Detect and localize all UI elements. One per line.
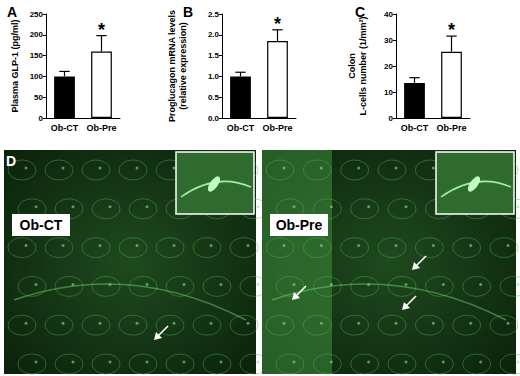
svg-text:Plasma GLP-1 (pg/ml): Plasma GLP-1 (pg/ml) [10, 19, 20, 112]
svg-text:40: 40 [384, 10, 393, 19]
svg-text:Ob-CT: Ob-CT [227, 123, 255, 133]
svg-text:2.0: 2.0 [208, 30, 220, 39]
svg-text:A: A [7, 4, 17, 20]
svg-text:B: B [183, 4, 193, 20]
svg-text:Colon: Colon [347, 53, 357, 79]
svg-text:*: * [274, 14, 281, 34]
svg-text:Proglucagon mRNA levels: Proglucagon mRNA levels [167, 10, 177, 122]
svg-text:1.5: 1.5 [208, 51, 220, 60]
svg-text:(relative expression): (relative expression) [178, 22, 188, 110]
svg-text:Ob-Pre: Ob-Pre [436, 123, 466, 133]
svg-text:2.5: 2.5 [208, 10, 220, 19]
svg-text:250: 250 [30, 10, 44, 19]
svg-text:Ob-CT: Ob-CT [401, 123, 429, 133]
svg-text:0.5: 0.5 [208, 93, 220, 102]
svg-text:Ob-CT: Ob-CT [20, 217, 63, 233]
svg-text:C: C [355, 4, 365, 20]
svg-text:0: 0 [389, 114, 394, 123]
svg-text:Ob-Pre: Ob-Pre [276, 217, 323, 233]
svg-text:Ob-Pre: Ob-Pre [262, 123, 292, 133]
svg-text:0: 0 [39, 114, 44, 123]
svg-text:150: 150 [30, 51, 44, 60]
svg-text:Ob-CT: Ob-CT [51, 123, 79, 133]
svg-text:50: 50 [34, 93, 43, 102]
svg-text:200: 200 [30, 30, 44, 39]
svg-text:20: 20 [384, 62, 393, 71]
svg-text:10: 10 [384, 88, 393, 97]
svg-text:L-cells number (1/mm²): L-cells number (1/mm²) [358, 16, 368, 115]
svg-text:*: * [448, 20, 455, 40]
svg-text:0.0: 0.0 [208, 114, 220, 123]
svg-text:D: D [6, 153, 16, 169]
svg-text:30: 30 [384, 36, 393, 45]
svg-text:*: * [98, 20, 105, 40]
svg-text:Ob-Pre: Ob-Pre [86, 123, 116, 133]
svg-text:100: 100 [30, 72, 44, 81]
svg-text:1.0: 1.0 [208, 72, 220, 81]
